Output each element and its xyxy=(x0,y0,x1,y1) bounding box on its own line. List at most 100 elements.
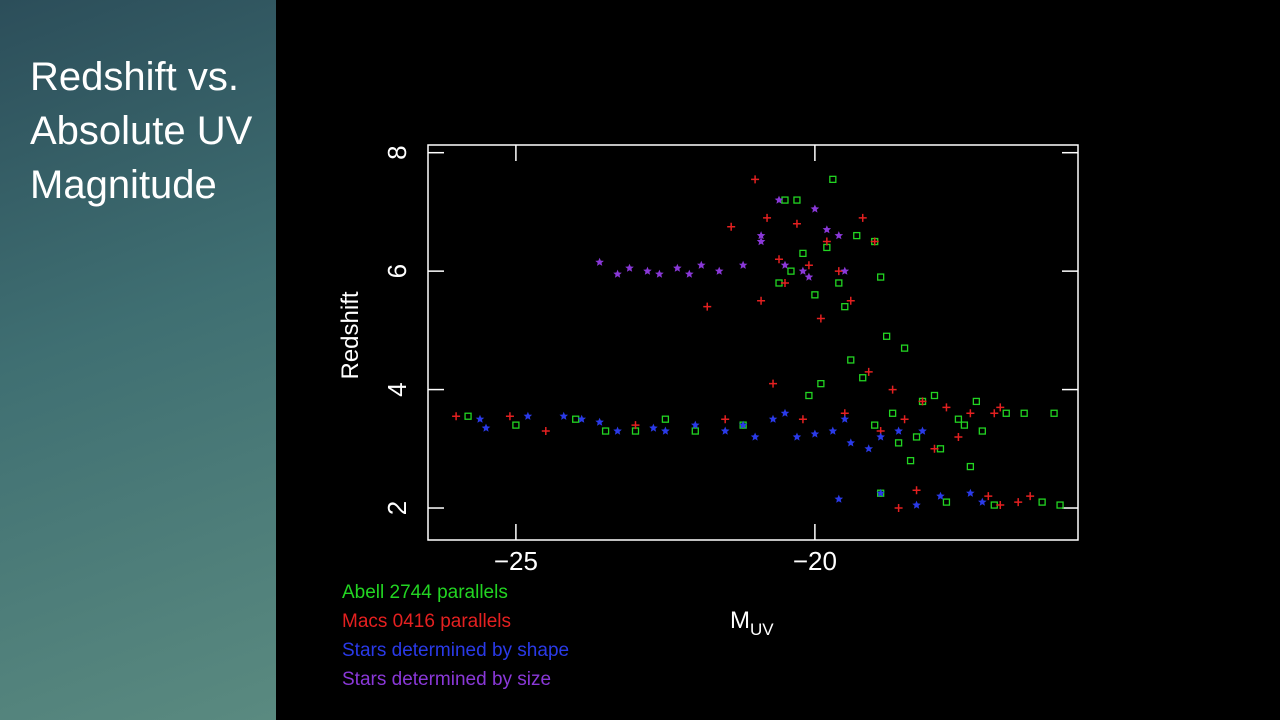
point xyxy=(673,263,682,272)
legend-entry: Stars determined by size xyxy=(342,669,551,690)
legend-entry: Abell 2744 parallels xyxy=(342,582,508,603)
slide-title: Redshift vs. Absolute UV Magnitude xyxy=(30,55,253,207)
point xyxy=(751,175,760,184)
point xyxy=(769,379,778,388)
point xyxy=(750,432,760,441)
point xyxy=(738,420,748,429)
point xyxy=(595,417,604,426)
point xyxy=(768,414,778,423)
point xyxy=(942,403,951,412)
y-tick-label: 8 xyxy=(382,145,412,159)
point xyxy=(721,415,730,424)
point xyxy=(481,423,491,432)
point xyxy=(906,456,915,465)
point xyxy=(691,427,699,435)
point xyxy=(930,444,939,453)
point xyxy=(817,380,825,388)
point xyxy=(972,397,980,406)
point xyxy=(864,444,873,453)
point xyxy=(780,260,790,269)
x-tick-label: −25 xyxy=(494,546,538,576)
point xyxy=(984,492,993,501)
point xyxy=(714,266,724,275)
point xyxy=(613,426,622,435)
point xyxy=(966,409,975,418)
point xyxy=(918,397,927,406)
point xyxy=(787,267,795,275)
point xyxy=(912,500,921,509)
point xyxy=(756,231,766,240)
point xyxy=(966,488,975,497)
point xyxy=(954,415,963,423)
point xyxy=(655,269,664,278)
point xyxy=(793,196,801,204)
point xyxy=(780,278,789,287)
point xyxy=(1038,498,1046,506)
point xyxy=(870,237,879,246)
point xyxy=(756,237,766,246)
point xyxy=(894,504,903,513)
point xyxy=(859,374,867,382)
point xyxy=(804,272,814,281)
point xyxy=(912,486,921,495)
point xyxy=(792,432,802,441)
point xyxy=(876,432,885,441)
point xyxy=(846,296,855,305)
point xyxy=(990,409,999,418)
point xyxy=(805,391,813,400)
point xyxy=(720,426,730,435)
point xyxy=(829,175,837,183)
point xyxy=(1026,492,1035,501)
point xyxy=(834,494,844,503)
point xyxy=(828,426,838,435)
point xyxy=(559,411,568,420)
x-axis-label-sub: UV xyxy=(750,620,774,639)
point xyxy=(452,412,461,421)
point xyxy=(1056,501,1064,509)
point xyxy=(697,260,706,269)
point xyxy=(853,231,861,240)
legend-entry: Macs 0416 parallels xyxy=(342,611,511,632)
point xyxy=(703,302,712,311)
point xyxy=(822,237,831,246)
point xyxy=(841,303,849,311)
point xyxy=(1002,409,1010,417)
point xyxy=(894,426,903,435)
point xyxy=(649,423,658,432)
point xyxy=(661,426,670,435)
point xyxy=(613,269,622,278)
point xyxy=(864,367,873,376)
point xyxy=(834,267,843,276)
point xyxy=(601,427,610,435)
point xyxy=(572,415,580,423)
point xyxy=(523,411,533,420)
point xyxy=(804,261,813,270)
point xyxy=(876,488,885,497)
point xyxy=(858,213,867,222)
point xyxy=(894,439,903,447)
point xyxy=(625,263,634,272)
point xyxy=(780,408,790,417)
x-tick-label: −20 xyxy=(793,546,837,576)
point xyxy=(822,225,832,234)
point xyxy=(798,266,808,275)
point xyxy=(888,385,897,394)
point xyxy=(631,421,640,430)
point xyxy=(930,391,939,400)
point xyxy=(595,257,604,266)
legend-entry: Stars determined by shape xyxy=(342,640,569,661)
point xyxy=(960,421,969,429)
point xyxy=(505,412,514,421)
point xyxy=(882,332,891,340)
y-tick-label: 4 xyxy=(382,382,412,396)
point xyxy=(738,260,748,269)
x-axis-label-main: M xyxy=(730,607,750,634)
side-panel xyxy=(0,0,276,720)
point xyxy=(900,415,909,424)
point xyxy=(781,196,789,204)
point xyxy=(577,414,586,423)
point xyxy=(810,429,820,438)
point xyxy=(966,462,975,471)
point xyxy=(774,195,784,204)
